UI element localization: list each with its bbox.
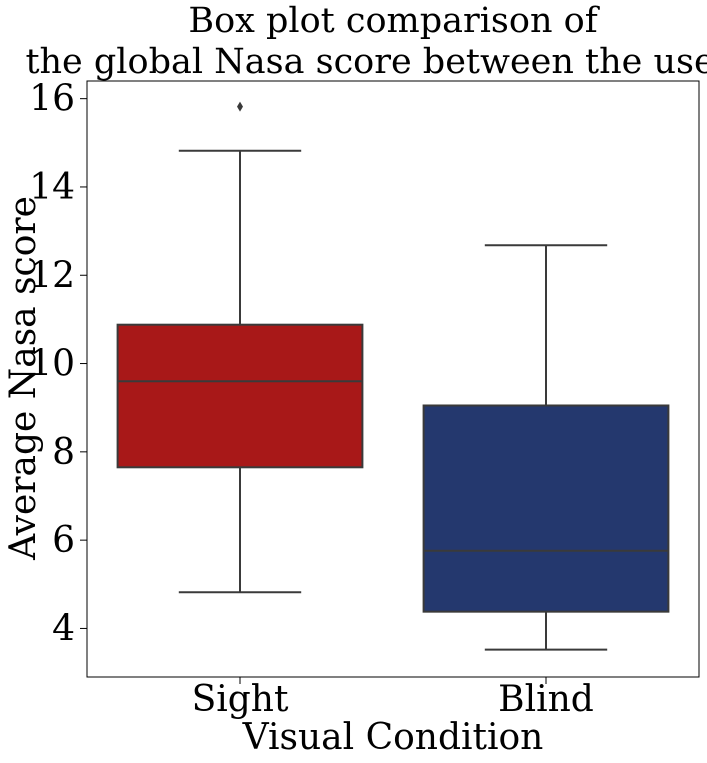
y-tick-label: 14 [29,167,75,208]
chart-title-line-2: the global Nasa score between the users. [25,42,707,82]
x-tick-label-sight: Sight [192,679,289,720]
plot-frame [86,80,700,678]
y-tick-label: 12 [29,255,75,296]
blind-box [422,404,670,613]
x-axis-label: Visual Condition [242,717,544,758]
y-axis-label: Average Nasa score [3,196,44,561]
y-tick-label: 8 [52,432,75,473]
y-tick-label: 10 [29,344,75,385]
plot-area: 4 6 8 10 12 14 16 Sight Blind [29,79,700,720]
chart-title-line-1: Box plot comparison of [188,1,600,41]
y-tick-label: 4 [52,608,75,649]
y-tick-label: 16 [29,79,75,120]
y-tick-label: 6 [52,520,75,561]
sight-outlier-0 [237,101,243,112]
sight-box [116,323,364,469]
x-tick-label-blind: Blind [498,679,594,720]
